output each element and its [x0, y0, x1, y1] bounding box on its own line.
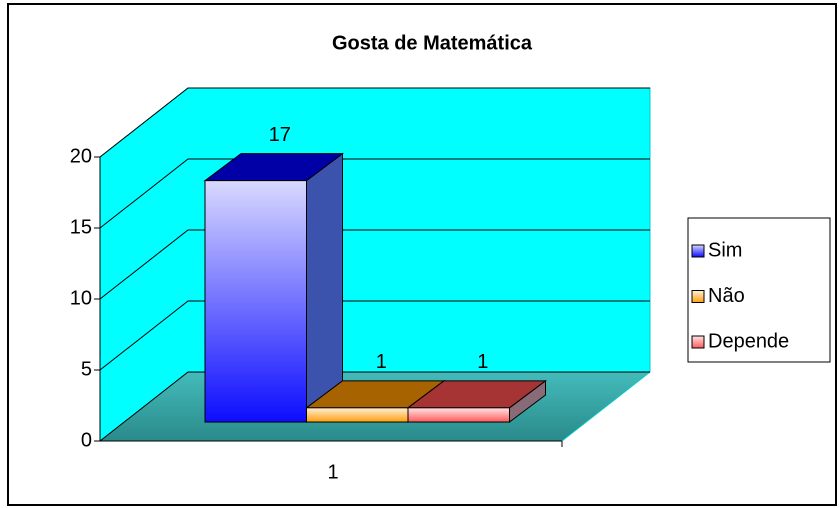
y-tick-label: 20 — [70, 145, 92, 167]
data-label: 17 — [269, 124, 291, 146]
data-label: 1 — [477, 351, 488, 373]
legend-label: Não — [708, 285, 745, 307]
data-label: 1 — [376, 351, 387, 373]
grid-line — [99, 371, 650, 442]
y-tick-label: 15 — [70, 216, 92, 238]
y-tick-label: 5 — [81, 358, 92, 380]
grid-line — [99, 229, 650, 300]
legend-label: Sim — [708, 239, 742, 261]
grid-line — [99, 300, 650, 371]
chart-title: Gosta de Matemática — [332, 32, 533, 54]
legend-swatch — [691, 244, 705, 258]
bar-front — [204, 180, 307, 423]
bar-front — [407, 407, 510, 423]
bar — [203, 152, 344, 424]
x-tick-label: 1 — [327, 461, 338, 483]
bar — [406, 379, 547, 424]
bar-side — [306, 152, 343, 424]
legend-swatch — [691, 335, 705, 349]
y-tick-label: 10 — [70, 287, 92, 309]
grid-line — [99, 87, 650, 158]
bar-front — [306, 407, 409, 423]
legend-label: Depende — [708, 330, 789, 352]
legend-box — [687, 217, 831, 363]
legend-swatch — [691, 290, 705, 303]
grid-line — [99, 158, 650, 229]
y-tick-label: 0 — [81, 429, 92, 451]
